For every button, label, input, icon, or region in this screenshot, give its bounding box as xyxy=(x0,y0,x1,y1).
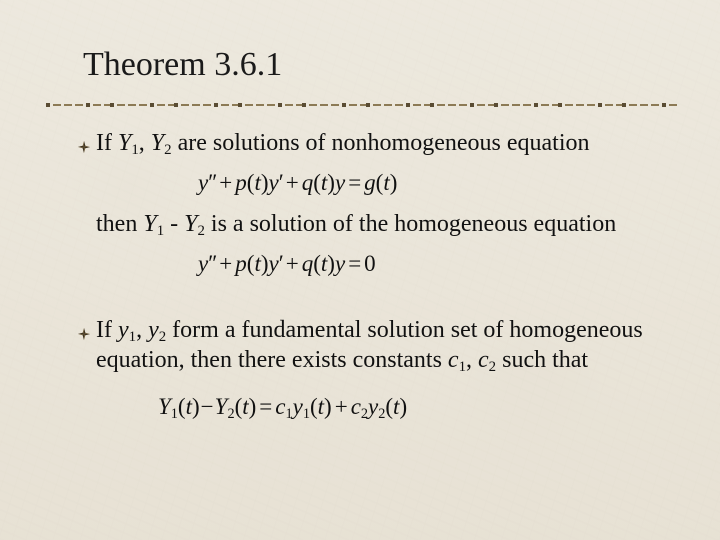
spacer xyxy=(78,291,668,315)
compass-bullet-icon xyxy=(78,128,96,160)
list-item-continuation: then Y1 - Y2 is a solution of the homoge… xyxy=(78,209,668,241)
spacer xyxy=(78,378,668,384)
title-divider xyxy=(46,100,678,110)
list-item: If y1, y2 form a fundamental solution se… xyxy=(78,315,668,376)
compass-bullet-icon xyxy=(78,315,96,347)
body-text: If Y1, Y2 are solutions of nonhomogeneou… xyxy=(96,128,590,159)
body-text: If y1, y2 form a fundamental solution se… xyxy=(96,315,668,376)
equation: y′′+p(t)y′+q(t)y=g(t) xyxy=(198,170,668,195)
slide-title: Theorem 3.6.1 xyxy=(83,46,282,84)
equation: y′′+p(t)y′+q(t)y=0 xyxy=(198,251,668,276)
content-area: If Y1, Y2 are solutions of nonhomogeneou… xyxy=(78,128,668,433)
body-text: then Y1 - Y2 is a solution of the homoge… xyxy=(96,209,616,240)
equation: Y1(t)−Y2(t)=c1y1(t)+c2y2(t) xyxy=(158,394,668,419)
list-item: If Y1, Y2 are solutions of nonhomogeneou… xyxy=(78,128,668,160)
slide: Theorem 3.6.1 xyxy=(0,0,720,540)
bullet-spacer xyxy=(78,209,96,241)
